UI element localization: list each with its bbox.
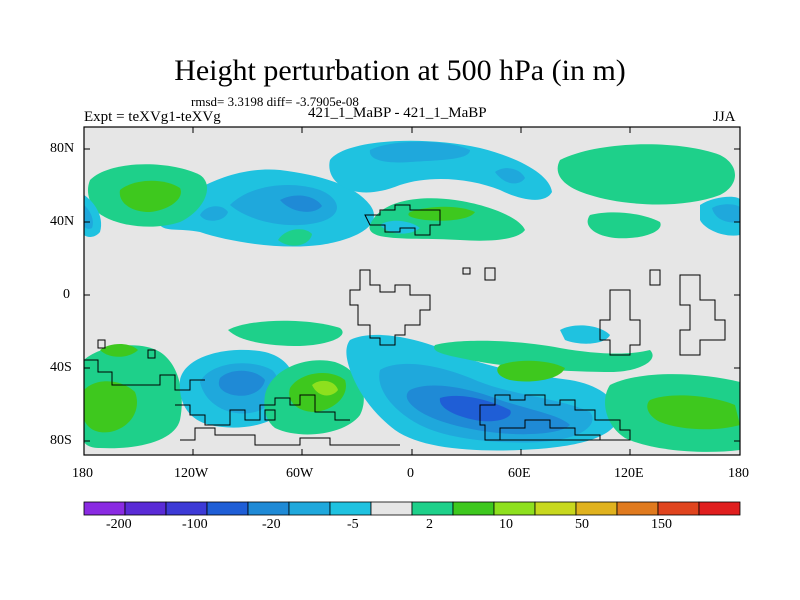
lat-label-40n: 40N <box>50 214 75 229</box>
colorbar-swatch <box>657 501 700 516</box>
colorbar-swatch <box>452 501 495 516</box>
season-label: JJA <box>713 109 736 125</box>
colorbar-label: 10 <box>499 517 513 532</box>
colorbar-swatch <box>206 501 249 516</box>
colorbar-label: -20 <box>262 517 281 532</box>
colorbar-swatch <box>83 501 126 516</box>
lon-label-0: 0 <box>407 466 414 481</box>
lon-label-180e: 180 <box>728 466 749 481</box>
lat-label-80s: 80S <box>50 433 72 448</box>
lat-label-40s: 40S <box>50 360 72 375</box>
colorbar-label: -200 <box>106 517 132 532</box>
colorbar-swatch <box>575 501 618 516</box>
colorbar-swatch <box>370 501 413 516</box>
lon-label-180w: 180 <box>72 466 93 481</box>
colorbar-swatch <box>534 501 577 516</box>
plot-title: Height perturbation at 500 hPa (in m) <box>174 54 626 87</box>
colorbar-swatch <box>329 501 372 516</box>
colorbar-label: -5 <box>347 517 359 532</box>
colorbar-swatch <box>616 501 659 516</box>
coastlines <box>84 204 726 446</box>
colorbar-label: 150 <box>651 517 672 532</box>
colorbar-label: -100 <box>182 517 208 532</box>
colorbar-swatch <box>247 501 290 516</box>
lat-label-80n: 80N <box>50 141 75 156</box>
colorbar-swatch <box>698 501 741 516</box>
lon-label-120w: 120W <box>174 466 209 481</box>
colorbar-swatch <box>493 501 536 516</box>
expt-label: Expt = teXVg1-teXVg <box>84 109 221 125</box>
colorbar-swatch <box>288 501 331 516</box>
colorbar-label: 50 <box>575 517 589 532</box>
lat-label-0: 0 <box>63 287 70 302</box>
lon-tick-marks <box>192 127 631 455</box>
stats-label: rmsd= 3.3198 diff= -3.7905e-08 <box>191 94 359 109</box>
colorbar-swatch <box>165 501 208 516</box>
colorbar-label: 2 <box>426 517 433 532</box>
colorbar-swatch <box>124 501 167 516</box>
colorbar <box>83 501 741 516</box>
lon-label-60e: 60E <box>508 466 531 481</box>
lon-label-60w: 60W <box>286 466 314 481</box>
lon-label-120e: 120E <box>614 466 644 481</box>
lat-tick-marks <box>84 148 740 442</box>
colorbar-swatch <box>411 501 454 516</box>
runs-label: 421_1_MaBP - 421_1_MaBP <box>308 105 487 121</box>
